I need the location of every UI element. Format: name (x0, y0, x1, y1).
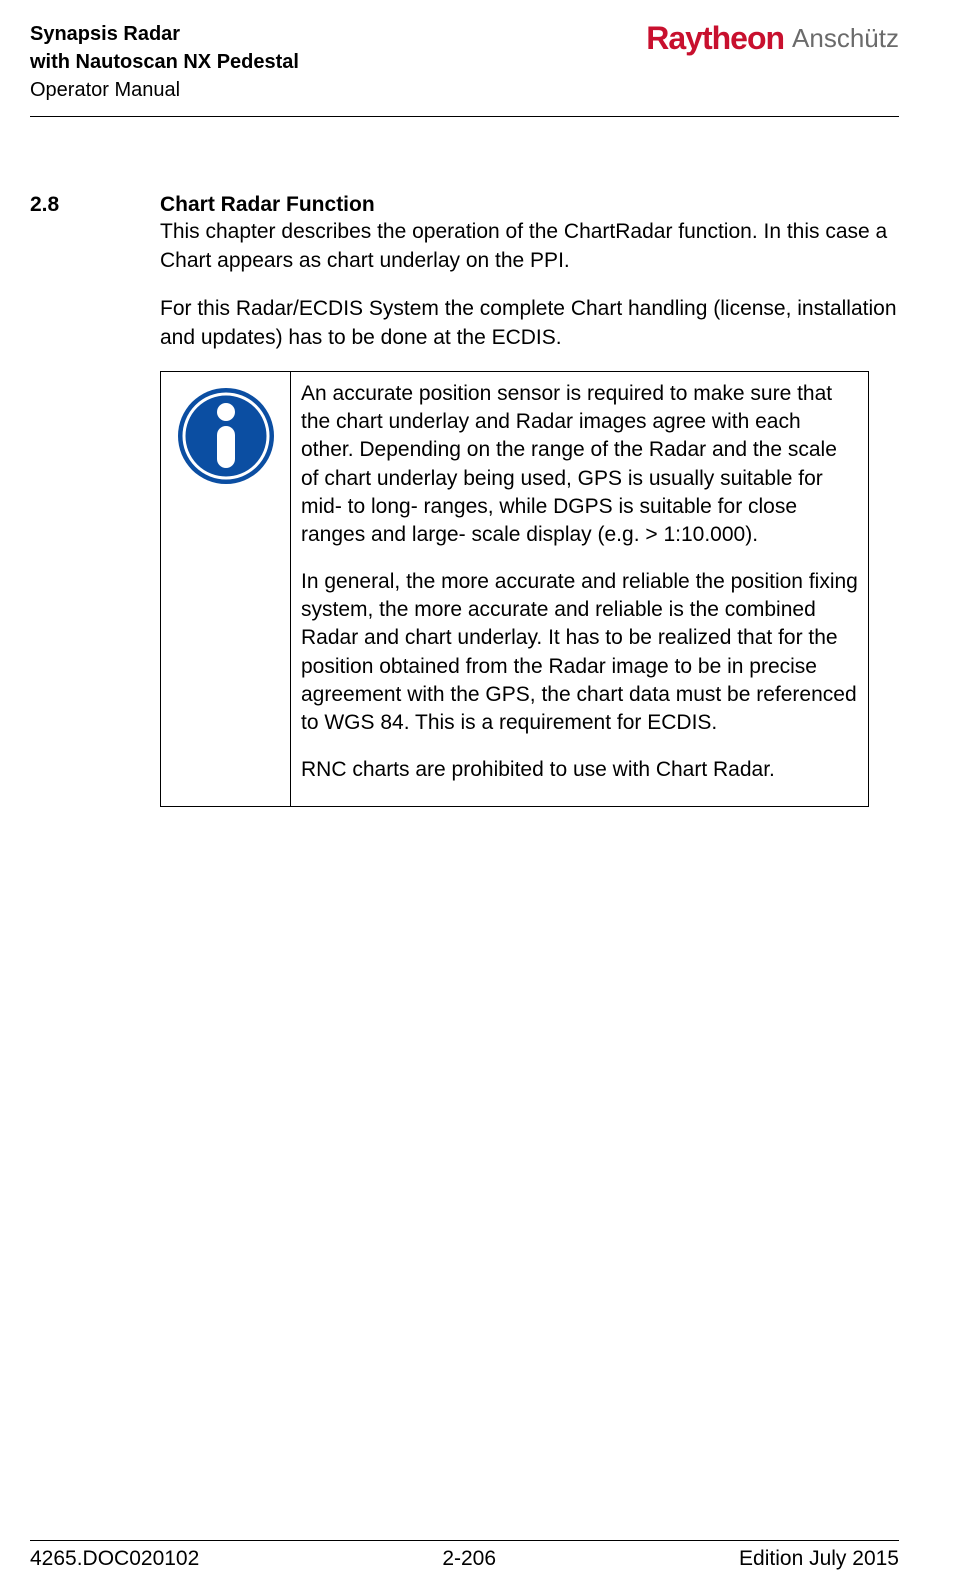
logo-raytheon: Raytheon (646, 20, 784, 57)
header-title-line2: with Nautoscan NX Pedestal (30, 48, 299, 76)
notice-text-cell: An accurate position sensor is required … (291, 372, 868, 806)
page-footer: 4265.DOC020102 2-206 Edition July 2015 (30, 1532, 899, 1571)
section-number: 2.8 (30, 193, 160, 217)
footer-row: 4265.DOC020102 2-206 Edition July 2015 (30, 1547, 899, 1571)
footer-edition: Edition July 2015 (739, 1547, 899, 1571)
mandatory-info-icon (176, 386, 276, 486)
section-title: Chart Radar Function (160, 193, 375, 217)
header-logo: Raytheon Anschütz (646, 20, 899, 57)
header-title-line1: Synapsis Radar (30, 20, 299, 48)
logo-anschutz: Anschütz (792, 23, 899, 54)
notice-para-3: RNC charts are prohibited to use with Ch… (301, 756, 858, 784)
page-header: Synapsis Radar with Nautoscan NX Pedesta… (30, 20, 899, 112)
notice-para-1: An accurate position sensor is required … (301, 380, 858, 550)
footer-divider (30, 1540, 899, 1541)
notice-para-2: In general, the more accurate and reliab… (301, 568, 858, 738)
section-heading-row: 2.8 Chart Radar Function (30, 193, 899, 217)
notice-icon-cell (161, 372, 291, 806)
section-para-1: This chapter describes the operation of … (160, 217, 899, 276)
notice-box: An accurate position sensor is required … (160, 371, 869, 807)
header-subtitle: Operator Manual (30, 76, 299, 104)
content-area: 2.8 Chart Radar Function This chapter de… (30, 117, 899, 1532)
section-body: This chapter describes the operation of … (160, 217, 899, 353)
header-left: Synapsis Radar with Nautoscan NX Pedesta… (30, 20, 299, 104)
section-para-2: For this Radar/ECDIS System the complete… (160, 294, 899, 353)
footer-doc-id: 4265.DOC020102 (30, 1547, 199, 1571)
footer-page-number: 2-206 (442, 1547, 496, 1571)
